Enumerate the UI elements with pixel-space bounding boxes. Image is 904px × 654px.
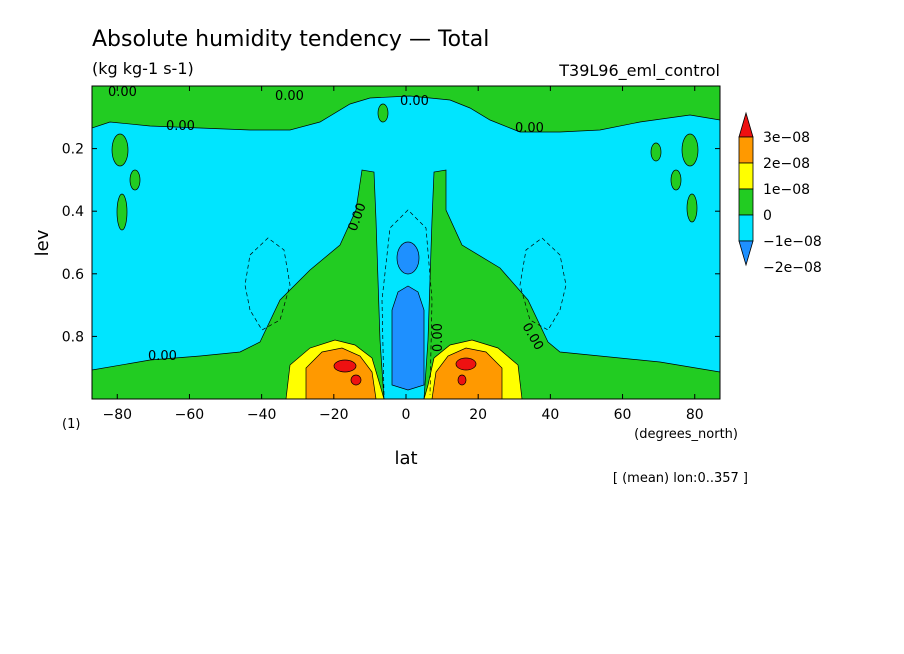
field-patch: [670, 169, 682, 191]
x-tick-label: −20: [319, 407, 349, 423]
colorbar-label: 1e−08: [763, 182, 810, 198]
field-patch: [129, 169, 141, 191]
field-equatorial-drying-upper: [396, 241, 420, 275]
contour-label: 0.00: [400, 94, 429, 109]
field-left-max-2: [350, 374, 362, 386]
field-left-plume: [92, 169, 385, 399]
y-tick-label: 0.2: [62, 142, 84, 158]
y-tick-label: 0.4: [62, 204, 84, 220]
field-patch: [116, 193, 128, 231]
contour-label: 0.00: [275, 89, 304, 104]
contour-label: 0.00: [108, 85, 137, 100]
x-axis: −80 −60 −40 −20 0 20 40 60 80: [102, 86, 704, 423]
x-tick-label: 60: [614, 407, 632, 423]
colorbar-over-arrow: [738, 111, 754, 138]
colorbar-swatch: [738, 136, 754, 164]
colorbar-swatch: [738, 162, 754, 190]
colorbar-under-arrow: [738, 240, 754, 267]
field-equatorial-drying-lower: [391, 285, 425, 391]
y-axis: 0.2 0.4 0.6 0.8: [62, 142, 720, 345]
colorbar-label: 3e−08: [763, 130, 810, 146]
x-tick-label: −80: [102, 407, 132, 423]
x-tick-label: 20: [469, 407, 487, 423]
y-axis-title: lev: [32, 229, 53, 256]
colorbar-label: 2e−08: [763, 156, 810, 172]
averaging-note: [ (mean) lon:0..357 ]: [613, 471, 748, 486]
contour-line: [244, 237, 291, 331]
colorbar-label: −1e−08: [763, 234, 822, 250]
field-right-plume: [423, 169, 720, 399]
contour-label: 0.00: [431, 323, 446, 352]
y-tick-label: 0.6: [62, 267, 84, 283]
contour-line: [381, 209, 433, 396]
colorbar-label: 0: [763, 208, 772, 224]
contour-label: 0.00: [166, 119, 195, 134]
units-label: (kg kg-1 s-1): [92, 59, 194, 78]
contour-line: [519, 237, 567, 331]
field-upper-layer: [92, 86, 720, 133]
contour-labels: 0.00 0.00 0.00 0.00 0.00 0.00 0.00 0.00 …: [108, 85, 546, 364]
colorbar: 3e−08 2e−08 1e−08 0 −1e−08 −2e−08: [738, 111, 822, 276]
field-right-max-2: [457, 374, 467, 386]
field-patch: [377, 103, 389, 123]
contour-field: [92, 86, 720, 399]
x-axis-title: lat: [394, 448, 417, 469]
x-tick-label: −60: [175, 407, 205, 423]
field-patch: [681, 133, 699, 167]
field-right-orange: [431, 347, 503, 399]
experiment-label: T39L96_eml_control: [558, 61, 720, 81]
chart-title: Absolute humidity tendency — Total: [92, 27, 489, 52]
x-tick-label: 40: [541, 407, 559, 423]
x-tick-label: −40: [247, 407, 277, 423]
colorbar-swatch: [738, 188, 754, 216]
field-patch: [111, 133, 129, 167]
y-tick-label: 0.8: [62, 329, 84, 345]
field-left-max: [333, 359, 357, 373]
field-right-max: [455, 357, 477, 371]
x-units-label: (degrees_north): [634, 427, 738, 442]
x-tick-label: 80: [686, 407, 704, 423]
colorbar-swatch: [738, 214, 754, 242]
x-tick-label: 0: [402, 407, 411, 423]
colorbar-label: −2e−08: [763, 260, 822, 276]
contour-label: 0.00: [515, 121, 544, 136]
contour-label: 0.00: [148, 349, 177, 364]
field-patch: [686, 193, 698, 223]
y-units-label: (1): [62, 417, 80, 432]
field-left-orange: [305, 347, 377, 399]
field-patch: [650, 142, 662, 162]
